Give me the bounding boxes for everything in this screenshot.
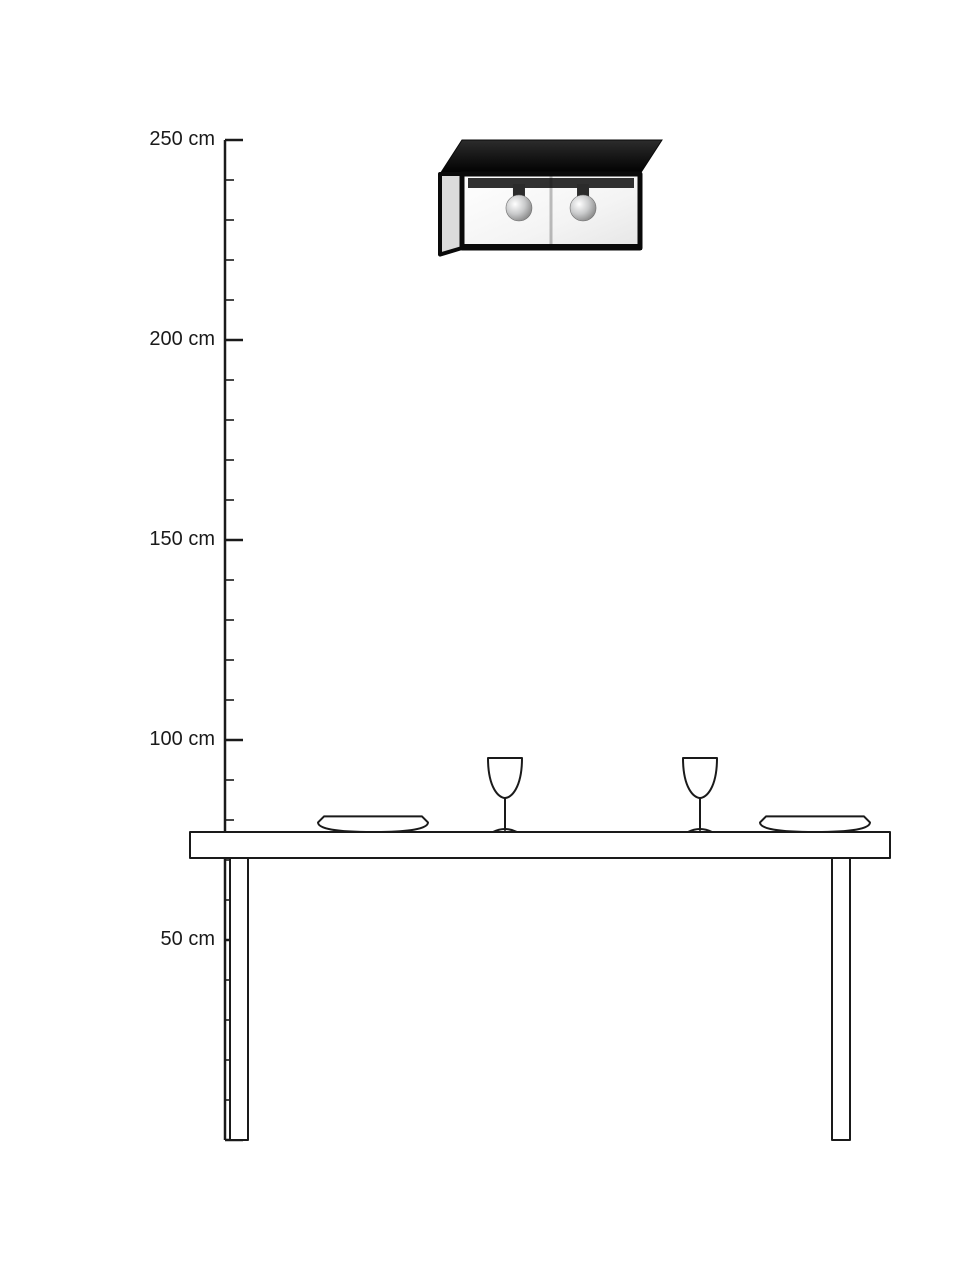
ruler-label: 100 cm <box>125 728 215 751</box>
diagram-svg <box>0 0 960 1280</box>
ruler-label: 150 cm <box>125 528 215 551</box>
ruler-label: 250 cm <box>125 128 215 151</box>
ceiling-lamp <box>440 140 662 255</box>
ruler-label: 50 cm <box>125 928 215 951</box>
ruler-label: 200 cm <box>125 328 215 351</box>
table-scene <box>190 758 890 1140</box>
size-diagram: 250 cm 200 cm 150 cm 100 cm 50 cm <box>0 0 960 1280</box>
